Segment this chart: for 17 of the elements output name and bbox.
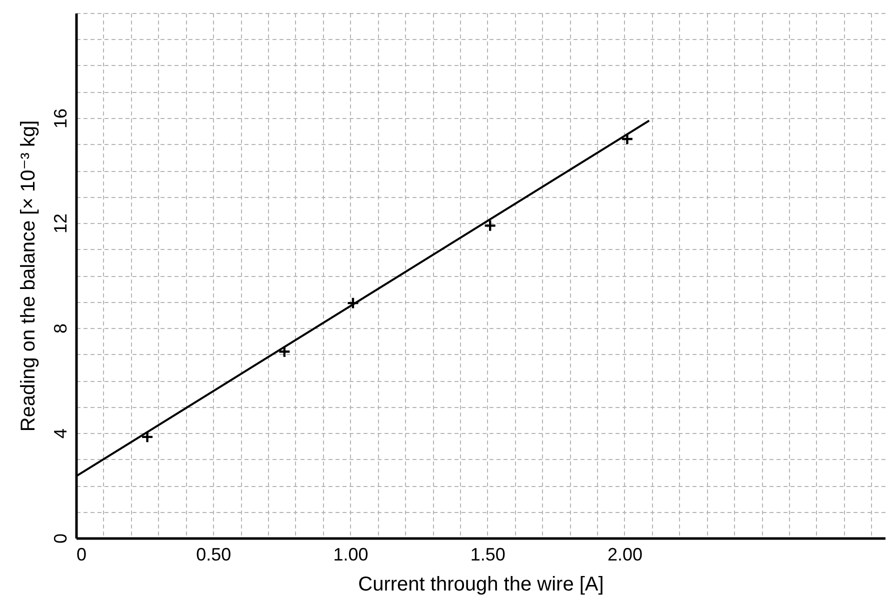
x-tick-label: 0: [76, 544, 87, 564]
y-tick-label: 4: [50, 428, 70, 439]
point: [620, 132, 634, 146]
x-tick-label: 1.50: [470, 544, 506, 564]
point: [140, 430, 154, 444]
x-tick-label: 2.00: [607, 544, 642, 564]
x-axis-title: Current through the wire [A]: [358, 574, 604, 596]
x-tick-label: 1.00: [333, 544, 368, 564]
y-tick-label: 0: [50, 533, 70, 544]
point: [346, 296, 360, 310]
point: [278, 345, 291, 358]
y-axis-title: Reading on the balance [× 10⁻³ kg]: [18, 120, 40, 432]
point: [484, 219, 496, 232]
y-tick-label: 12: [50, 213, 70, 234]
y-tick-label: 16: [50, 108, 70, 129]
x-tick-label: 0.50: [196, 544, 232, 564]
y-tick-label: 8: [50, 323, 70, 334]
